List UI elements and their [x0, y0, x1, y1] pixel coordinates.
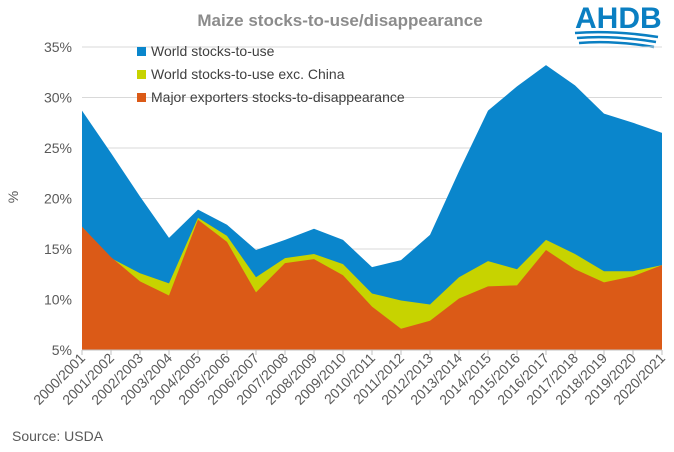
x-axis-ticks: 2000/20012001/20022002/20032003/20042004…: [30, 350, 668, 408]
area-series-3: [82, 219, 662, 350]
legend-label: Major exporters stocks-to-disappearance: [151, 89, 405, 105]
legend-label: World stocks-to-use: [151, 43, 275, 59]
logo-swoosh-1: [574, 30, 659, 39]
legend-swatch: [137, 93, 146, 102]
logo-swoosh-2: [576, 35, 657, 44]
y-tick-label: 25%: [44, 140, 72, 156]
y-tick-label: 20%: [44, 191, 72, 207]
legend-label: World stocks-to-use exc. China: [151, 66, 345, 82]
legend: World stocks-to-use World stocks-to-use e…: [137, 43, 405, 105]
y-tick-label: 5%: [52, 342, 72, 358]
source-note: Source: USDA: [12, 428, 104, 444]
area-series: [82, 65, 662, 351]
y-tick-label: 30%: [44, 90, 72, 106]
legend-swatch: [137, 70, 146, 79]
y-tick-label: 15%: [44, 241, 72, 257]
y-axis-label: %: [5, 191, 21, 203]
chart-title: Maize stocks-to-use/disappearance: [197, 11, 482, 30]
logo-swoosh-3: [578, 40, 655, 49]
y-tick-label: 35%: [44, 39, 72, 55]
logo-text: AHDB: [575, 2, 662, 35]
y-tick-label: 10%: [44, 292, 72, 308]
legend-swatch: [137, 47, 146, 56]
ahdb-logo: AHDB: [574, 2, 662, 49]
y-axis-ticks: 5% 10% 15% 20% 25% 30% 35%: [44, 39, 72, 358]
